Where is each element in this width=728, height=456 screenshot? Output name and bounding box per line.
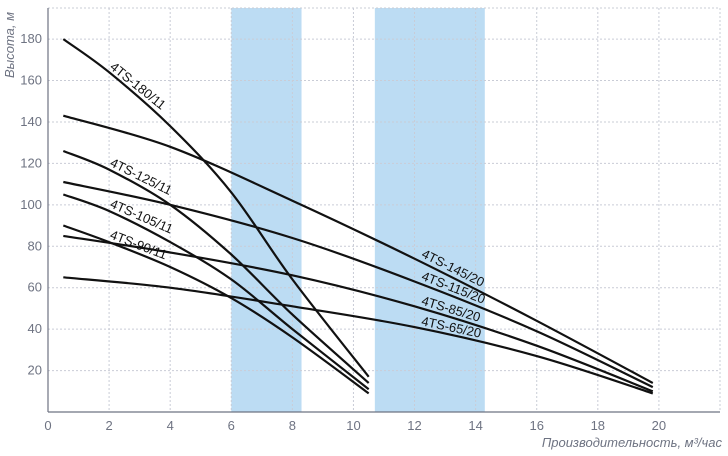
- series-curves: [62, 38, 654, 395]
- y-tick-label: 160: [20, 73, 42, 88]
- axes: [47, 8, 720, 413]
- x-tick-label: 0: [44, 418, 51, 433]
- y-tick-label: 180: [20, 31, 42, 46]
- curve-4ts-115-20: [63, 180, 654, 389]
- x-axis-title: Производительность, м³/час: [542, 435, 723, 450]
- x-tick-label: 6: [228, 418, 235, 433]
- x-tick-label: 18: [591, 418, 605, 433]
- y-tick-label: 60: [28, 280, 42, 295]
- y-tick-label: 80: [28, 238, 42, 253]
- curve-4ts-145-20: [62, 114, 654, 384]
- x-tick-label: 12: [407, 418, 421, 433]
- x-tick-label: 10: [346, 418, 360, 433]
- y-tick-label: 120: [20, 155, 42, 170]
- y-tick-labels: 20 40 60 80 100 120 140 160 180: [20, 31, 42, 377]
- highlight-band-1: [231, 8, 302, 412]
- series-label-4ts-125-11: 4TS-125/11: [108, 155, 175, 198]
- x-tick-label: 20: [652, 418, 666, 433]
- highlight-bands: [231, 8, 485, 412]
- y-tick-label: 40: [28, 321, 42, 336]
- curve-4ts-85-20: [63, 234, 654, 393]
- x-tick-label: 8: [289, 418, 296, 433]
- x-tick-label: 16: [529, 418, 543, 433]
- series-label-4ts-180-11: 4TS-180/11: [107, 59, 169, 113]
- x-tick-label: 14: [468, 418, 482, 433]
- highlight-band-2: [374, 8, 485, 412]
- y-tick-label: 100: [20, 197, 42, 212]
- x-tick-label: 4: [167, 418, 174, 433]
- curve-4ts-65-20: [63, 276, 654, 395]
- curve-4ts-180-11: [62, 38, 370, 378]
- y-tick-label: 140: [20, 114, 42, 129]
- x-tick-label: 2: [105, 418, 112, 433]
- x-tick-labels: 0 2 4 6 8 10 12 14 16 18 20: [44, 418, 666, 433]
- y-axis-title: Высота, м: [2, 12, 17, 78]
- curve-4ts-125-11: [62, 149, 370, 384]
- y-tick-label: 20: [28, 363, 42, 378]
- curve-4ts-105-11: [62, 193, 370, 391]
